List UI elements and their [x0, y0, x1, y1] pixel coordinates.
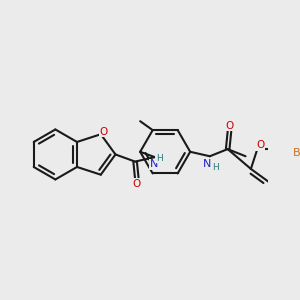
Text: O: O	[225, 121, 234, 131]
Text: O: O	[133, 179, 141, 189]
Text: H: H	[156, 154, 163, 163]
Text: Br: Br	[293, 148, 300, 158]
Text: O: O	[99, 127, 108, 136]
Text: N: N	[150, 159, 158, 169]
Text: N: N	[203, 159, 211, 169]
Text: H: H	[212, 164, 219, 172]
Text: O: O	[256, 140, 264, 150]
